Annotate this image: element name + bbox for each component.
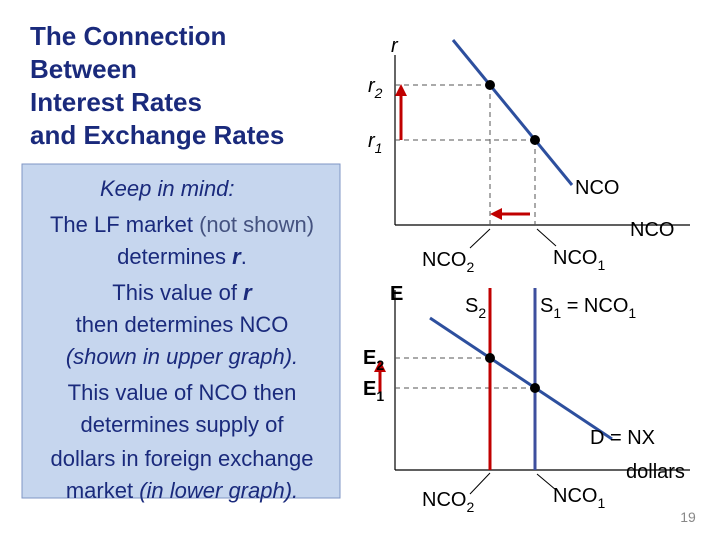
note-line: dollars in foreign exchange xyxy=(51,446,314,471)
upper-graph: r r2 r1 NCO NCO NCO2 NCO1 xyxy=(368,35,690,275)
note-line: then determines NCO xyxy=(76,312,289,337)
note-text: market xyxy=(66,478,139,503)
label: NCO2 xyxy=(422,489,474,515)
label-sub: 2 xyxy=(466,499,474,515)
note-text: determines xyxy=(117,244,232,269)
point xyxy=(485,80,495,90)
pointer xyxy=(469,472,491,495)
nco-curve xyxy=(451,39,574,186)
title-line: The Connection xyxy=(30,21,226,51)
note-line: determines r. xyxy=(117,244,247,269)
label-sub: 1 xyxy=(553,305,561,321)
label-text: NCO xyxy=(553,485,597,507)
note-text: The LF market xyxy=(50,212,199,237)
label-text: NCO xyxy=(422,249,466,271)
pointer xyxy=(536,473,557,491)
point xyxy=(485,353,495,363)
note-line: market (in lower graph). xyxy=(66,478,298,503)
title-line: Interest Rates xyxy=(30,87,202,117)
label-sub: 2 xyxy=(466,259,474,275)
point xyxy=(530,383,540,393)
note-text: then determines NCO xyxy=(76,312,289,337)
title-line: and Exchange Rates xyxy=(30,120,284,150)
x-axis-label: dollars xyxy=(626,461,685,483)
label: r1 xyxy=(368,130,382,156)
note-line: This value of r xyxy=(112,280,253,305)
label-sub: 1 xyxy=(597,495,605,511)
label-text: E xyxy=(363,378,376,400)
note-text: r xyxy=(243,280,253,305)
label-sub: 1 xyxy=(597,257,605,273)
label-text: r xyxy=(368,75,376,97)
label: S2 xyxy=(465,295,486,321)
note-text: This value of xyxy=(112,280,243,305)
label: NCO1 xyxy=(553,247,605,273)
label-text: r xyxy=(368,130,376,152)
label-text: S xyxy=(540,295,553,317)
note-line: determines supply of xyxy=(81,412,285,437)
note-text: dollars in foreign exchange xyxy=(51,446,314,471)
pointer xyxy=(536,228,557,247)
lower-graph: E E2 E1 S2 S1 = NCO1 D = NX dollars NCO2… xyxy=(363,283,690,515)
note-text: (in lower graph). xyxy=(139,478,298,503)
label-sub: 2 xyxy=(374,85,383,101)
x-axis-label: NCO xyxy=(630,219,674,241)
label: E1 xyxy=(363,378,384,404)
note-line: (shown in upper graph). xyxy=(66,344,298,369)
label-text: S xyxy=(465,295,478,317)
label-sub: 1 xyxy=(376,388,384,404)
note-text: r xyxy=(232,244,242,269)
label-sub: 1 xyxy=(628,305,636,321)
title: The Connection Between Interest Rates an… xyxy=(30,21,284,150)
y-axis-label: E xyxy=(390,283,403,305)
note-text: . xyxy=(241,244,247,269)
note-text: This value of NCO then xyxy=(68,380,297,405)
note-line: This value of NCO then xyxy=(68,380,297,405)
note-line: The LF market (not shown) xyxy=(50,212,314,237)
demand-curve xyxy=(429,316,613,441)
note-box xyxy=(21,163,341,499)
curve-label: D = NX xyxy=(590,427,655,449)
label: NCO2 xyxy=(422,249,474,275)
label: S1 = NCO1 xyxy=(540,295,636,321)
curve-label: NCO xyxy=(575,177,619,199)
title-line: Between xyxy=(30,54,137,84)
label-sub: 1 xyxy=(375,140,383,156)
note: Keep in mind: The LF market (not shown) … xyxy=(50,176,314,503)
slide-number: 19 xyxy=(680,509,696,525)
point xyxy=(530,135,540,145)
note-text: determines supply of xyxy=(81,412,285,437)
pointer xyxy=(469,228,491,249)
note-text: (not shown) xyxy=(199,212,314,237)
label: E2 xyxy=(363,347,384,373)
note-text: (shown in upper graph). xyxy=(66,344,298,369)
y-axis-label: r xyxy=(391,35,399,57)
label-text: E xyxy=(363,347,376,369)
note-heading: Keep in mind: xyxy=(100,176,235,201)
label: r2 xyxy=(368,75,383,101)
label-text: = NCO xyxy=(561,295,628,317)
label-text: NCO xyxy=(553,247,597,269)
label-text: NCO xyxy=(422,489,466,511)
label-sub: 2 xyxy=(376,357,384,373)
label-sub: 2 xyxy=(478,305,486,321)
label: NCO1 xyxy=(553,485,605,511)
